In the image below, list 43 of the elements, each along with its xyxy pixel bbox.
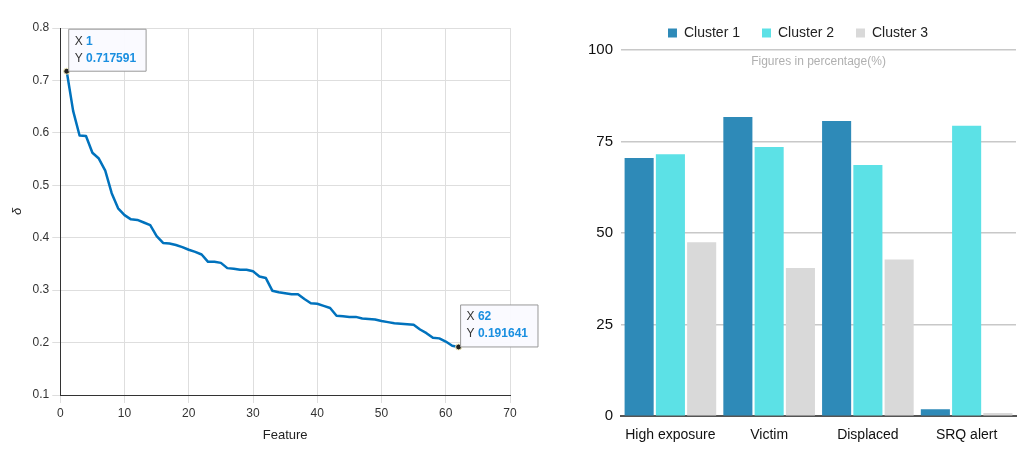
x-tick-label: 60: [439, 405, 453, 420]
y-tick-label: 0.7: [32, 72, 50, 87]
legend-label: Cluster 2: [777, 23, 835, 40]
y-tick-label: 0.4: [32, 230, 50, 245]
y-tick-label: 100: [588, 40, 614, 58]
bar: [952, 125, 982, 416]
bar: [624, 158, 654, 416]
y-tick-label: 75: [596, 131, 614, 149]
x-tick-label: SRQ alert: [935, 426, 998, 443]
annotation: X 62 Y 0.191641: [466, 309, 529, 341]
y-tick-label: 0.1: [32, 387, 50, 402]
x-tick-label: Victim: [750, 426, 789, 443]
y-tick-label: 0.3: [32, 282, 50, 297]
bar: [687, 242, 717, 416]
bar: [723, 117, 753, 416]
legend-label: Cluster 1: [683, 23, 741, 40]
y-tick-label: 25: [596, 314, 614, 332]
annotation: Figures in percentage(%): [751, 54, 886, 69]
x-tick-label: High exposure: [625, 426, 716, 443]
bar: [655, 154, 685, 416]
bar: [785, 267, 815, 416]
x-tick-label: 10: [117, 405, 132, 420]
x-tick-label: Displaced: [837, 426, 899, 443]
bar: [920, 409, 950, 416]
bar: [754, 147, 784, 416]
x-tick-label: 50: [374, 405, 389, 420]
y-tick-label: 0.6: [32, 125, 50, 140]
y-tick-label: 0.2: [32, 334, 50, 349]
bar: [853, 164, 883, 416]
bar: [822, 121, 852, 416]
x-tick-label: 20: [182, 405, 196, 420]
y-tick-label: 50: [596, 223, 614, 241]
bar: [884, 259, 914, 416]
x-tick-label: 30: [246, 405, 261, 420]
y-tick-label: 0.5: [32, 177, 50, 192]
x-tick-label: 70: [503, 405, 517, 420]
y-axis-title: δ: [9, 207, 25, 216]
x-axis-title: Feature: [262, 426, 308, 442]
legend-label: Cluster 3: [872, 23, 929, 40]
annotation: X 1 Y 0.717591: [74, 33, 137, 65]
x-tick-label: 40: [310, 405, 325, 420]
x-tick-label: 0: [56, 405, 64, 420]
y-tick-label: 0.8: [32, 20, 50, 35]
